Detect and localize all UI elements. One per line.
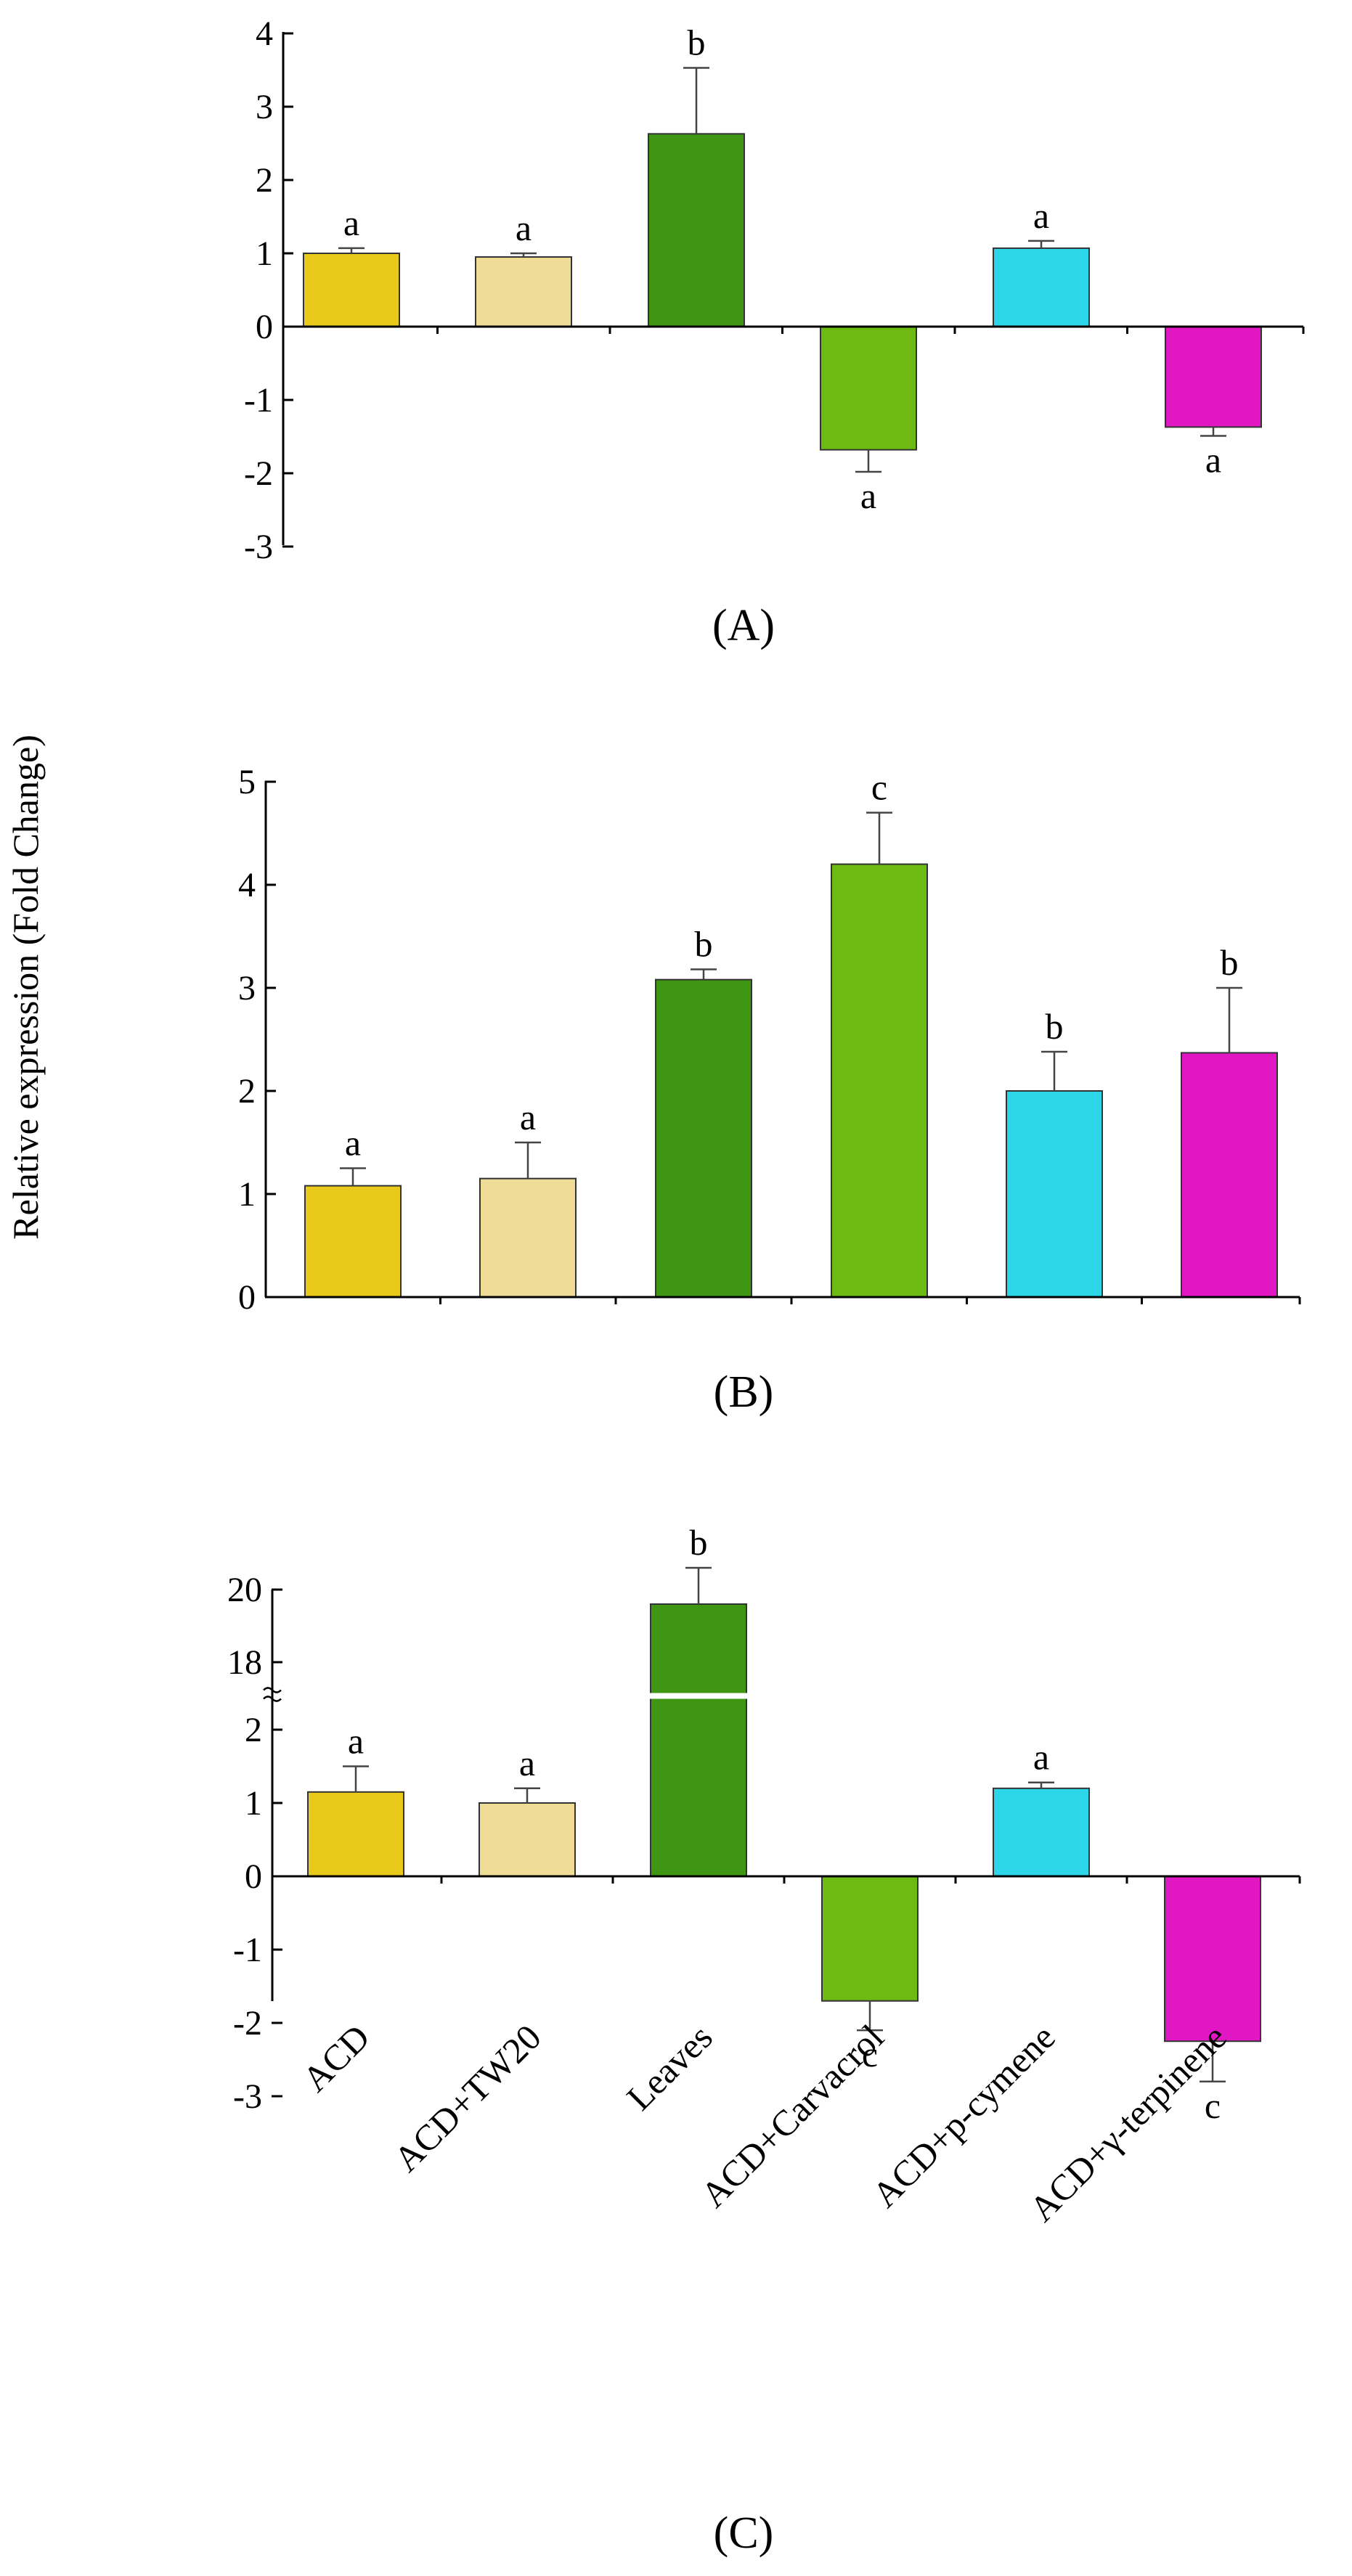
significance-letter: c <box>871 767 887 808</box>
y-tick-label: -2 <box>244 454 273 493</box>
significance-letter: a <box>860 475 876 516</box>
panel-label: (A) <box>712 601 775 650</box>
bar-5 <box>993 247 1090 327</box>
significance-letter: b <box>1221 942 1239 983</box>
y-tick-label: 0 <box>245 1857 262 1896</box>
panel-a: 4 3 2 1 0 -1 -2 -3 a a b a a a (A) <box>244 15 1305 650</box>
y-tick-label: 3 <box>238 969 256 1007</box>
category-label: ACD+p-cymene <box>864 2016 1063 2215</box>
category-label: ACD+Carvacrol <box>693 2016 892 2215</box>
significance-letter: a <box>1033 1737 1049 1778</box>
category-label: Leaves <box>619 2016 720 2118</box>
significance-letter: a <box>348 1721 364 1762</box>
y-tick-label: -2 <box>233 2004 262 2043</box>
y-tick-label: 18 <box>227 1643 262 1682</box>
category-label: ACD+TW20 <box>386 2016 549 2180</box>
bar-3 <box>650 1603 747 1877</box>
y-tick-label: -1 <box>233 1931 262 1969</box>
y-tick-label: 0 <box>238 1278 256 1317</box>
significance-letter: a <box>345 1123 361 1164</box>
y-tick-label: -3 <box>233 2077 262 2116</box>
bar-3 <box>655 978 752 1298</box>
significance-letter: b <box>695 923 713 964</box>
bar-6 <box>1165 326 1262 428</box>
bar-5 <box>993 1787 1090 1878</box>
significance-letter: a <box>1033 195 1049 236</box>
y-tick-label: 1 <box>256 234 273 273</box>
bar-4 <box>821 1876 919 2002</box>
y-tick-label: 1 <box>238 1175 256 1214</box>
significance-letter: a <box>343 203 359 243</box>
bar-1 <box>303 253 400 327</box>
axis-break-mark <box>263 1687 282 1693</box>
y-tick-label: 2 <box>238 1072 256 1111</box>
bar-4 <box>831 863 928 1298</box>
y-tick-label: 2 <box>256 161 273 200</box>
y-tick-label: 20 <box>227 1571 262 1609</box>
y-axis-label: Relative expression (Fold Change) <box>5 735 46 1240</box>
significance-letter: a <box>516 208 532 248</box>
panel-label: (B) <box>714 1367 774 1417</box>
bar-6 <box>1181 1052 1278 1298</box>
bar-1 <box>304 1185 402 1299</box>
bar-2 <box>479 1177 577 1298</box>
significance-letter: b <box>690 1522 708 1563</box>
significance-letter: b <box>688 22 706 62</box>
y-tick-label: 4 <box>256 15 273 53</box>
bar-3 <box>648 133 745 327</box>
bar-6 <box>1164 1876 1261 2043</box>
significance-letter: a <box>519 1743 535 1783</box>
y-tick-label: 1 <box>245 1784 262 1823</box>
axis-break-mark <box>263 1696 282 1702</box>
significance-letter: c <box>862 2034 878 2074</box>
y-tick-label: -1 <box>244 381 273 420</box>
significance-letter: a <box>520 1097 536 1137</box>
y-tick-label: 5 <box>238 763 256 801</box>
panel-label: (C) <box>714 2508 774 2558</box>
bar-2 <box>479 1802 576 1877</box>
bar-break-gap <box>649 1693 748 1699</box>
y-tick-label: 0 <box>256 308 273 346</box>
bar-2 <box>475 256 572 327</box>
significance-letter: c <box>1205 2085 1221 2126</box>
y-tick-label: 4 <box>238 866 256 904</box>
y-tick-label: 2 <box>245 1711 262 1749</box>
significance-letter: b <box>1046 1006 1064 1047</box>
panel-b: 5 4 3 2 1 0 a a b c b b (B) <box>238 763 1301 1417</box>
y-tick-label: -3 <box>244 528 273 566</box>
y-tick-label: 3 <box>256 88 273 126</box>
significance-letter: a <box>1205 439 1221 480</box>
bar-1 <box>307 1791 404 1878</box>
bar-5 <box>1006 1090 1103 1298</box>
category-label: ACD <box>295 2016 378 2099</box>
bar-4 <box>820 326 917 451</box>
